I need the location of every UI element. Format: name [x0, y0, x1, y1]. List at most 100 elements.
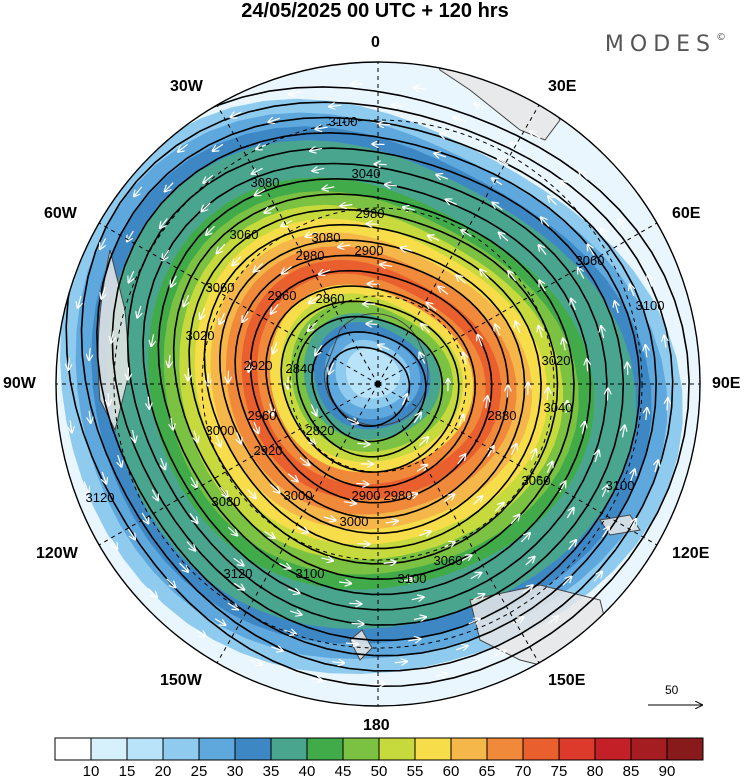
colorbar-swatch: [666, 737, 704, 761]
wind-arrow: [254, 421, 258, 433]
colorbar-swatch: [486, 737, 524, 761]
wind-arrow: [345, 643, 358, 644]
wind-arrow: [493, 203, 503, 211]
wind-arrow: [102, 471, 106, 483]
wind-vectors: [68, 84, 667, 684]
contour-label: 2960: [248, 408, 277, 423]
lon-label-30w: 30W: [170, 78, 203, 95]
wind-arrow: [190, 476, 197, 487]
wind-arrow: [602, 486, 607, 497]
wind-arrow: [437, 175, 449, 179]
contour-label: 2980: [384, 488, 413, 503]
wind-arrow: [118, 454, 122, 467]
contour-label: 2900: [355, 243, 384, 258]
wind-arrow: [270, 403, 273, 416]
wind-arrow: [151, 334, 153, 346]
height-contour: [111, 131, 641, 642]
height-contour: [234, 254, 509, 519]
contour-label: 2880: [488, 408, 517, 423]
wind-arrow: [203, 174, 214, 182]
lon-label-180: 180: [363, 717, 390, 734]
wind-arrow: [444, 495, 454, 502]
wind-arrow: [515, 322, 519, 333]
lon-label-60e: 60E: [672, 205, 701, 222]
wind-arrow: [169, 355, 170, 367]
wind-arrow: [403, 207, 415, 210]
wind-arrow: [601, 326, 604, 339]
wind-arrow: [289, 611, 301, 615]
wind-arrow: [194, 430, 198, 443]
colorbar-tick-label: 90: [658, 763, 676, 780]
contour-label: 3020: [542, 353, 571, 368]
wind-arrow: [357, 443, 369, 444]
wind-arrow: [508, 271, 517, 282]
colorbar-tick-label: 30: [226, 763, 244, 780]
wind-arrow: [525, 557, 535, 566]
wind-arrow: [457, 275, 466, 284]
wind-arrow: [132, 429, 135, 442]
wind-arrow: [311, 404, 316, 416]
height-contour: [249, 269, 493, 504]
wind-arrow: [162, 249, 170, 260]
wind-arrow: [233, 256, 242, 266]
wind-speed-field: [56, 62, 700, 706]
wind-arrow: [296, 528, 308, 533]
wind-arrow: [134, 186, 143, 196]
colorbar: [54, 737, 704, 761]
wind-arrow: [338, 245, 351, 247]
wind-arrow: [418, 437, 428, 447]
wind-arrow: [319, 270, 331, 274]
wind-arrow: [299, 457, 309, 466]
colorbar-swatch: [306, 737, 344, 761]
height-contour: [265, 285, 477, 489]
wind-arrow: [271, 647, 282, 651]
south-pole-marker: [375, 381, 381, 387]
colorbar-tick-label: 80: [586, 763, 604, 780]
contour-label: 3060: [434, 553, 463, 568]
wind-arrow: [460, 555, 471, 562]
wind-arrow: [468, 619, 480, 624]
wind-arrow: [184, 295, 189, 306]
wind-arrow: [339, 582, 351, 583]
wind-arrow: [531, 449, 536, 461]
wind-arrow: [89, 348, 90, 360]
colorbar-tick-label: 60: [442, 763, 460, 780]
contour-label: 2860: [316, 291, 345, 306]
colorbar-tick-label: 50: [370, 763, 388, 780]
wind-arrow: [623, 426, 625, 438]
wind-arrow: [539, 281, 546, 292]
wind-arrow: [111, 330, 113, 343]
wind-arrow: [351, 624, 364, 625]
meridian-line: [216, 383, 379, 664]
wind-arrow: [141, 512, 148, 523]
wind-arrow: [179, 562, 189, 572]
contour-label: 3080: [312, 230, 341, 245]
wind-arrow: [78, 295, 81, 308]
wind-arrow: [401, 579, 414, 581]
wind-arrow: [495, 325, 500, 336]
wind-arrow: [579, 171, 589, 180]
lon-label-120e: 120E: [672, 545, 710, 562]
wind-arrow: [254, 263, 264, 272]
colorbar-swatch: [594, 737, 632, 761]
wind-arrow: [231, 112, 242, 117]
wind-arrow: [213, 143, 224, 151]
wind-arrow: [461, 230, 472, 238]
wind-arrow: [566, 508, 573, 519]
wind-arrow: [84, 481, 88, 493]
wind-arrow: [219, 486, 227, 497]
wind-arrow: [309, 296, 320, 304]
contour-label: 2900: [352, 488, 381, 503]
colorbar-tick-label: 35: [262, 763, 280, 780]
map-boundary: [55, 61, 701, 707]
colorbar-swatch: [522, 737, 560, 761]
height-contour: [157, 177, 592, 596]
contour-label: 3080: [251, 175, 280, 190]
contour-label: 2840: [286, 361, 315, 376]
wind-arrow: [171, 275, 177, 287]
wind-arrow: [405, 494, 417, 498]
wind-arrow: [655, 460, 658, 473]
wind-arrow: [667, 398, 668, 411]
wind-arrow: [566, 401, 567, 413]
wind-arrow: [595, 451, 599, 463]
